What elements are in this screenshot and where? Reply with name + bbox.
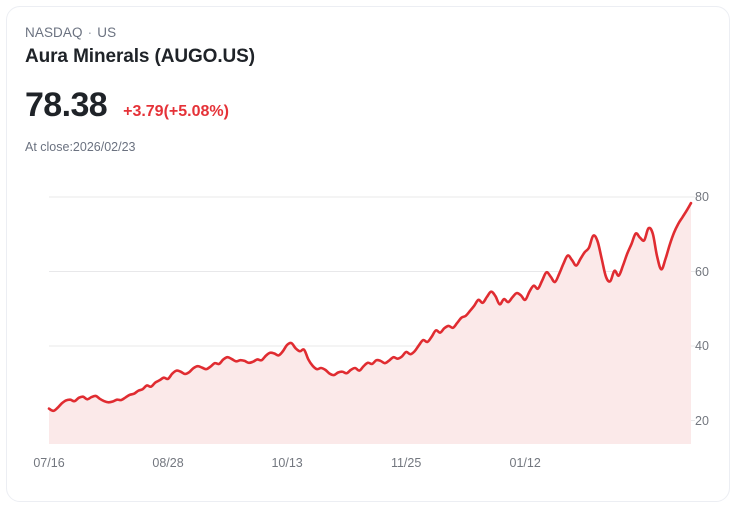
price-row: 78.38 +3.79(+5.08%) xyxy=(25,86,729,124)
chart-area-fill xyxy=(49,203,691,444)
exchange-separator: · xyxy=(87,25,93,40)
x-axis-tick-label: 08/28 xyxy=(152,456,184,470)
y-axis-tick-label: 60 xyxy=(695,264,709,279)
price-change: +3.79(+5.08%) xyxy=(123,103,229,120)
y-axis-tick-label: 40 xyxy=(695,339,709,354)
exchange-name: NASDAQ xyxy=(25,25,83,40)
exchange-line: NASDAQ · US xyxy=(25,25,729,41)
price-chart[interactable]: 80 60 40 20 07/16 08/28 10/13 11/25 01/12 xyxy=(7,167,730,487)
x-axis-tick-label: 10/13 xyxy=(271,456,303,470)
page-title: Aura Minerals (AUGO.US) xyxy=(25,46,255,67)
x-axis-tick-label: 01/12 xyxy=(509,456,541,470)
x-axis-tick-label: 11/25 xyxy=(390,456,422,470)
market-status: At close:2026/02/23 xyxy=(25,140,136,154)
y-axis-tick-label: 20 xyxy=(695,413,709,428)
quote-header: NASDAQ · US Aura Minerals (AUGO.US) 78.38 … xyxy=(7,7,729,155)
x-axis-tick-label: 07/16 xyxy=(33,456,65,470)
chart-line xyxy=(47,201,693,413)
current-price: 78.38 xyxy=(25,86,108,124)
y-axis-tick-label: 80 xyxy=(695,190,709,205)
stock-quote-card: NASDAQ · US Aura Minerals (AUGO.US) 78.38 … xyxy=(6,6,730,502)
region-label: US xyxy=(97,25,117,40)
price-chart-svg[interactable] xyxy=(7,167,730,487)
